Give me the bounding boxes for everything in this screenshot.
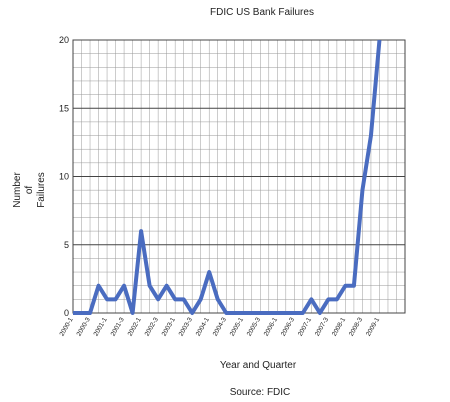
y-axis-label: of (24, 186, 35, 195)
y-tick-label: 0 (64, 308, 69, 318)
y-axis-label: Failures (36, 172, 47, 208)
x-tick-label: 2002-3 (144, 316, 160, 337)
x-axis-label: Year and Quarter (220, 360, 297, 371)
chart-title: FDIC US Bank Failures (210, 7, 314, 18)
x-tick-label: 2003-1 (161, 316, 177, 337)
y-tick-label: 5 (64, 240, 69, 250)
x-tick-label: 2006-1 (263, 316, 279, 337)
x-tick-label: 2005-1 (229, 316, 245, 337)
x-tick-label: 2008-1 (331, 316, 347, 337)
x-tick-label: 2007-1 (297, 316, 313, 337)
y-axis-label: Number (12, 172, 23, 208)
x-tick-label: 2002-1 (127, 316, 143, 337)
x-tick-label: 2001-1 (93, 316, 109, 337)
y-tick-label: 10 (59, 172, 69, 182)
data-line (73, 39, 382, 315)
x-tick-label: 2000-1 (59, 316, 75, 337)
x-tick-label: 2000-3 (76, 316, 92, 337)
x-tick-label: 2008-3 (348, 316, 364, 337)
x-tick-label: 2004-3 (212, 316, 228, 337)
x-tick-label: 2009-1 (365, 316, 381, 337)
y-tick-label: 15 (59, 103, 69, 113)
x-tick-label: 2007-3 (314, 316, 330, 337)
x-tick-label: 2006-3 (280, 316, 296, 337)
x-tick-label: 2003-3 (178, 316, 194, 337)
y-tick-label: 20 (59, 35, 69, 45)
x-tick-label: 2004-1 (195, 316, 211, 337)
source: Source: FDIC (230, 387, 291, 398)
x-tick-label: 2001-3 (110, 316, 126, 337)
x-tick-label: 2005-3 (246, 316, 262, 337)
